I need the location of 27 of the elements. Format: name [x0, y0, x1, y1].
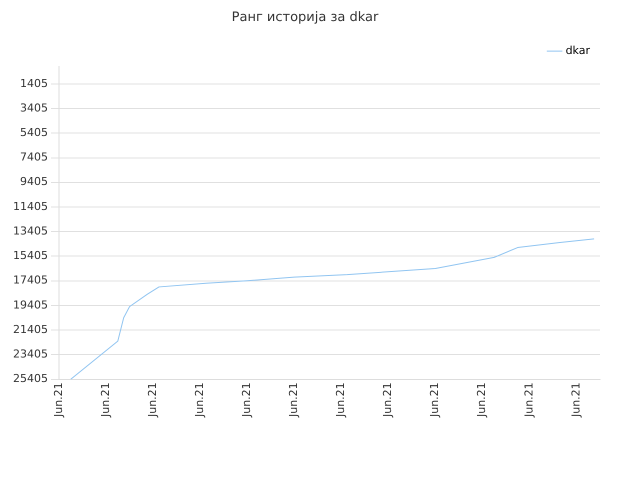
x-tick-label: Jun.21	[146, 382, 159, 418]
x-tick-label: Jun.21	[381, 382, 394, 418]
x-tick-label: Jun.21	[52, 382, 65, 418]
x-tick-label: Jun.21	[569, 382, 582, 418]
y-tick-label: 11405	[12, 200, 48, 213]
x-tick-label: Jun.21	[334, 382, 348, 418]
y-tick-label: 1405	[20, 76, 48, 90]
y-tick-label: 3405	[20, 101, 48, 114]
y-tick-label: 9405	[20, 175, 48, 188]
x-tick-label: Jun.21	[98, 382, 112, 418]
y-tick-label: 19405	[12, 298, 48, 312]
y-tick-label: 17405	[12, 274, 48, 287]
x-tick-label: Jun.21	[287, 382, 300, 418]
legend-label: dkar	[566, 44, 590, 57]
x-tick-label: Jun.21	[240, 382, 254, 418]
y-tick-label: 5405	[20, 126, 48, 139]
x-tick-label: Jun.21	[192, 382, 206, 418]
chart-title: Ранг историја за dkar	[232, 10, 379, 26]
y-tick-label: 7405	[20, 150, 48, 164]
x-tick-label: Jun.21	[475, 382, 488, 418]
y-tick-label: 13405	[12, 224, 48, 238]
x-tick-label: Jun.21	[522, 382, 536, 418]
y-tick-label: 15405	[12, 249, 48, 262]
y-tick-label: 21405	[12, 322, 48, 336]
x-tick-label: Jun.21	[428, 382, 442, 418]
y-tick-label: 23405	[12, 348, 48, 361]
y-tick-label: 25405	[12, 372, 48, 386]
